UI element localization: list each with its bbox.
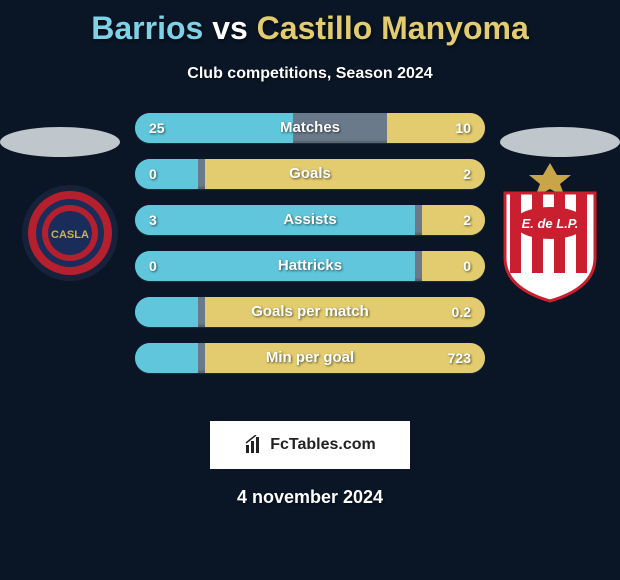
stat-value-right: 2 xyxy=(463,159,471,189)
stat-row: Assists3 2 xyxy=(135,205,485,235)
player-left-name: Barrios xyxy=(91,10,203,46)
brand-badge: FcTables.com xyxy=(210,421,410,469)
comparison-title: Barrios vs Castillo Manyoma xyxy=(0,0,620,47)
stat-value-right: 2 xyxy=(463,205,471,235)
ring-shadow-left xyxy=(0,127,120,157)
publish-date: 4 november 2024 xyxy=(0,487,620,508)
chart-icon xyxy=(244,435,264,455)
stat-label: Goals xyxy=(135,159,485,189)
stat-label: Assists xyxy=(135,205,485,235)
stat-value-left: 3 xyxy=(149,205,157,235)
stat-value-right: 0 xyxy=(463,251,471,281)
team-left-crest: CASLA xyxy=(10,163,130,303)
stat-value-left: 0 xyxy=(149,251,157,281)
svg-text:E. de L.P.: E. de L.P. xyxy=(522,216,579,231)
stat-value-right: 723 xyxy=(448,343,471,373)
stat-row: Matches25 10 xyxy=(135,113,485,143)
brand-text: FcTables.com xyxy=(270,436,376,454)
stat-value-left: 25 xyxy=(149,113,165,143)
stat-row: Min per goal723 xyxy=(135,343,485,373)
stat-value-left: 0 xyxy=(149,159,157,189)
stat-label: Hattricks xyxy=(135,251,485,281)
stat-label: Min per goal xyxy=(135,343,485,373)
svg-text:CASLA: CASLA xyxy=(51,229,89,241)
stat-row: Goals0 2 xyxy=(135,159,485,189)
subtitle: Club competitions, Season 2024 xyxy=(0,65,620,83)
comparison-stage: CASLA E. de L.P. Matches2510Goals02Assis… xyxy=(0,113,620,413)
title-vs: vs xyxy=(212,10,248,46)
stat-value-right: 0.2 xyxy=(452,297,471,327)
ring-shadow-right xyxy=(500,127,620,157)
stat-value-right: 10 xyxy=(455,113,471,143)
stat-row: Hattricks0 0 xyxy=(135,251,485,281)
stat-bars: Matches2510Goals02Assists32Hattricks00Go… xyxy=(135,113,485,389)
stat-label: Matches xyxy=(135,113,485,143)
stat-label: Goals per match xyxy=(135,297,485,327)
team-right-crest: E. de L.P. xyxy=(490,163,610,303)
stat-row: Goals per match0.2 xyxy=(135,297,485,327)
player-right-name: Castillo Manyoma xyxy=(257,10,529,46)
